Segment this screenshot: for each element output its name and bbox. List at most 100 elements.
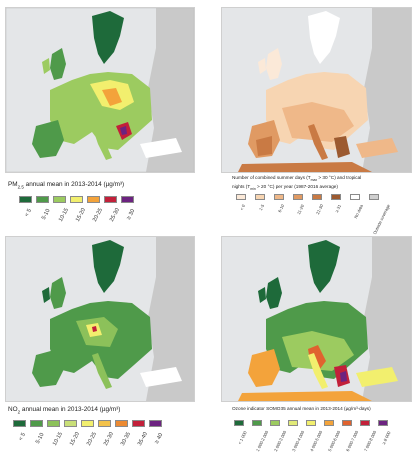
legend-item: < 5	[19, 196, 33, 218]
legend-label: 1 000-2 000	[255, 429, 270, 452]
legend-item: 7 000-8 000	[360, 420, 377, 452]
legend-label: < 0	[239, 204, 247, 212]
legend-label: 21-30	[315, 203, 325, 216]
legend-tropical: < 0 1-5 6-10 11-20 21-30 ≥ 31 No data Outside c…	[236, 194, 391, 235]
panel-pm25-title: PM2.5 annual mean in 2013-2014 (µg/m³)	[8, 181, 124, 191]
legend-item: 10-15	[53, 196, 70, 223]
legend-item: 5-10	[36, 196, 51, 220]
legend-label: 35-40	[136, 431, 149, 447]
legend-swatch	[288, 420, 298, 426]
legend-swatch	[98, 420, 111, 427]
title-line2b: > 20 °C) per year (1987-2016 average)	[255, 183, 338, 189]
legend-swatch	[369, 194, 379, 200]
legend-label: 1-5	[258, 203, 266, 212]
legend-item: 35-40	[132, 420, 149, 447]
title-line1: Number of combined summer days (T	[232, 175, 311, 180]
legend-label: 3 000-4 000	[291, 429, 306, 452]
legend-swatch	[234, 420, 244, 426]
title-prefix: NO	[8, 406, 18, 413]
legend-label: 25-30	[108, 207, 121, 223]
legend-item: 11-20	[293, 194, 305, 215]
map-no2-svg	[6, 237, 194, 401]
legend-swatch	[252, 420, 262, 426]
legend-label: 7 000-8 000	[363, 429, 378, 452]
legend-item: 1-5	[255, 194, 265, 212]
legend-swatch	[64, 420, 77, 427]
legend-label: 5-10	[40, 207, 52, 221]
legend-item: 2 000-3 000	[270, 420, 287, 452]
legend-no2: < 5 5-10 10-15 15-20 20-25 25-30 30-35 35-40 ≥ 4…	[13, 420, 166, 447]
legend-swatch	[378, 420, 388, 426]
legend-item: < 1 000	[234, 420, 248, 445]
legend-label: 5 000-6 000	[327, 429, 342, 452]
legend-label: 15-20	[68, 431, 81, 447]
legend-label: 11-20	[296, 203, 306, 216]
legend-swatch	[236, 194, 246, 200]
legend-item: ≥ 30	[121, 196, 136, 220]
legend-label: 20-25	[91, 207, 104, 223]
title: Ozone indicator SOMO35 annual mean in 20…	[232, 406, 371, 411]
legend-item: < 0	[236, 194, 246, 212]
legend-ozone: < 1 000 1 000-2 000 2 000-3 000 3 000-4 000…	[234, 420, 396, 452]
legend-swatch	[324, 420, 334, 426]
map-ozone-svg	[222, 237, 411, 401]
map-pm25-svg	[6, 8, 194, 172]
legend-swatch	[53, 196, 66, 203]
title-sub1: max	[310, 177, 318, 182]
legend-swatch	[331, 194, 341, 200]
legend-pm25: < 5 5-10 10-15 15-20 20-25 25-30 ≥ 30	[19, 196, 138, 223]
legend-swatch	[13, 420, 26, 427]
legend-swatch	[81, 420, 94, 427]
panel-tropical-title: Number of combined summer days (Tmax > 3…	[232, 175, 408, 192]
legend-swatch	[87, 196, 100, 203]
legend-swatch	[149, 420, 162, 427]
legend-item: ≥ 40	[149, 420, 164, 444]
legend-label: ≥ 8 000	[381, 430, 392, 445]
legend-item: 4 000-5 000	[306, 420, 323, 452]
legend-item: 10-15	[47, 420, 64, 447]
legend-swatch	[19, 196, 32, 203]
legend-label: 30-35	[119, 431, 132, 447]
legend-label: < 1 000	[237, 429, 248, 445]
legend-label: ≥ 30	[125, 208, 136, 221]
legend-item: < 5	[13, 420, 27, 442]
title-rest: annual mean in 2013-2014 (µg/m³)	[20, 406, 121, 413]
panel-no2-title: NO2 annual mean in 2013-2014 (µg/m³)	[8, 406, 120, 416]
legend-swatch	[132, 420, 145, 427]
legend-item: 25-30	[98, 420, 115, 447]
legend-swatch	[306, 420, 316, 426]
legend-label: 10-15	[51, 431, 64, 447]
legend-item: 15-20	[64, 420, 81, 447]
legend-label: Outside coverage	[372, 203, 391, 235]
legend-item: 5-10	[30, 420, 45, 444]
legend-swatch	[255, 194, 265, 200]
legend-label: 20-25	[85, 431, 98, 447]
legend-label: ≥ 40	[153, 432, 164, 445]
legend-swatch	[360, 420, 370, 426]
legend-label: < 5	[17, 432, 27, 443]
legend-item: 3 000-4 000	[288, 420, 305, 452]
map-tropical-svg	[222, 8, 411, 172]
legend-item: 20-25	[81, 420, 98, 447]
map-tropical	[221, 7, 412, 173]
legend-item: No data	[350, 194, 364, 219]
legend-swatch	[270, 420, 280, 426]
legend-label: 6-10	[277, 203, 286, 214]
legend-swatch	[30, 420, 43, 427]
legend-swatch	[342, 420, 352, 426]
legend-swatch	[36, 196, 49, 203]
legend-label: 25-30	[102, 431, 115, 447]
legend-item: Outside coverage	[369, 194, 391, 235]
legend-item: 6 000-7 000	[342, 420, 359, 452]
legend-item: 5 000-6 000	[324, 420, 341, 452]
legend-swatch	[47, 420, 60, 427]
legend-item: 15-20	[70, 196, 87, 223]
legend-label: < 5	[23, 208, 33, 219]
legend-item: 6-10	[274, 194, 285, 213]
title-line2: nights (T	[232, 183, 251, 189]
map-no2	[5, 236, 195, 402]
legend-label: No data	[353, 203, 364, 219]
legend-item: 1 000-2 000	[252, 420, 269, 452]
legend-label: 6 000-7 000	[345, 429, 360, 452]
legend-label: 2 000-3 000	[273, 429, 288, 452]
